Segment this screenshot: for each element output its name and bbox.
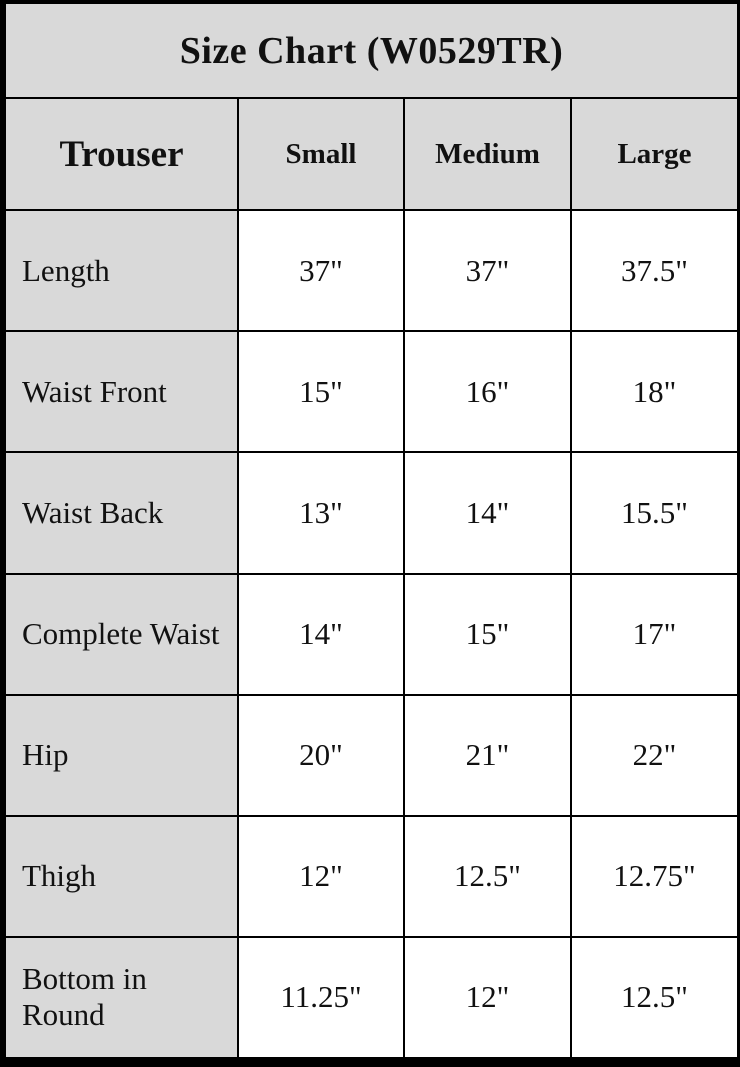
table-row-complete-waist: Complete Waist 14" 15" 17" [4,572,739,696]
row-label: Hip [4,693,239,817]
column-header-small: Small [237,97,405,212]
row-label: Waist Front [4,330,239,454]
table-row-waist-front: Waist Front 15" 16" 18" [4,330,739,454]
cell-value: 21" [403,693,572,817]
cell-value: 12.5" [570,935,739,1060]
cell-value: 14" [237,572,405,696]
cell-value: 11.25" [237,935,405,1060]
table-row-waist-back: Waist Back 13" 14" 15.5" [4,451,739,575]
cell-value: 12" [403,935,572,1060]
column-header-large: Large [570,97,739,212]
cell-value: 15" [237,330,405,454]
cell-value: 18" [570,330,739,454]
cell-value: 15.5" [570,451,739,575]
cell-value: 13" [237,451,405,575]
row-label: Bottom in Round [4,935,239,1060]
table-row-length: Length 37" 37" 37.5" [4,209,739,333]
cell-value: 37" [237,209,405,333]
row-label: Length [4,209,239,333]
cell-value: 37.5" [570,209,739,333]
table-row-thigh: Thigh 12" 12.5" 12.75" [4,814,739,938]
cell-value: 16" [403,330,572,454]
table-row-bottom-in-round: Bottom in Round 11.25" 12" 12.5" [4,935,739,1060]
cell-value: 12.5" [403,814,572,938]
cell-value: 22" [570,693,739,817]
column-header-medium: Medium [403,97,572,212]
cell-value: 12.75" [570,814,739,938]
cell-value: 20" [237,693,405,817]
cell-value: 15" [403,572,572,696]
cell-value: 17" [570,572,739,696]
header-row: Trouser Small Medium Large [4,97,739,212]
row-label: Complete Waist [4,572,239,696]
row-label: Thigh [4,814,239,938]
cell-value: 14" [403,451,572,575]
size-chart-table: Size Chart (W0529TR) Trouser Small Mediu… [4,1,739,1060]
title-row: Size Chart (W0529TR) [4,1,739,100]
cell-value: 12" [237,814,405,938]
row-label: Waist Back [4,451,239,575]
cell-value: 37" [403,209,572,333]
table-row-hip: Hip 20" 21" 22" [4,693,739,817]
table-title: Size Chart (W0529TR) [4,1,739,100]
column-header-trouser: Trouser [4,97,239,212]
